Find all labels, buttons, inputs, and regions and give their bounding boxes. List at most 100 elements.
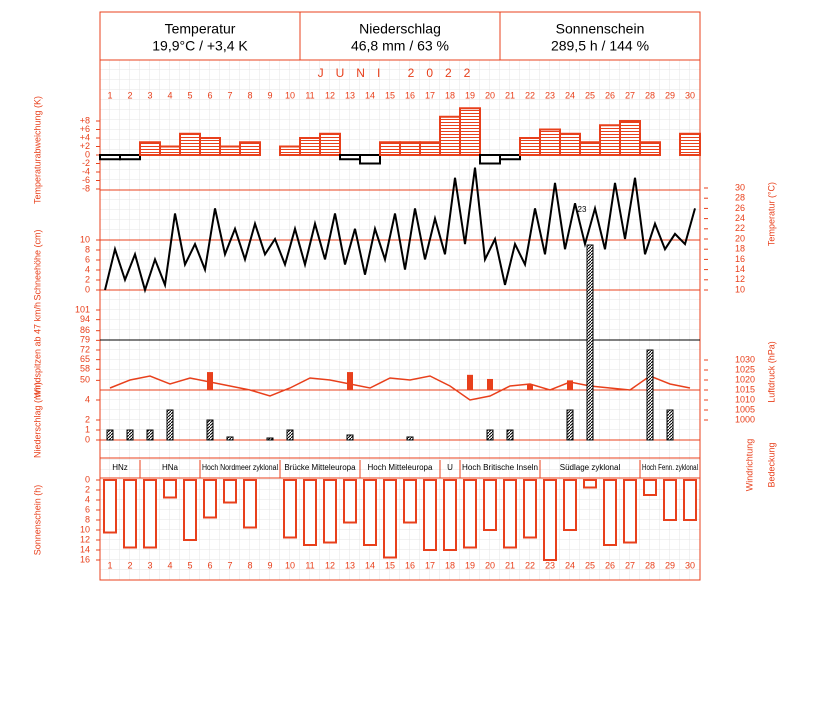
tick-label: 18 bbox=[735, 244, 745, 254]
deviation-bar bbox=[179, 132, 201, 156]
precip-bar bbox=[166, 409, 174, 441]
header-value: 289,5 h / 144 % bbox=[551, 38, 649, 54]
tick-label: +6 bbox=[80, 124, 90, 134]
deviation-bar bbox=[559, 132, 581, 156]
day-label: 17 bbox=[425, 560, 435, 570]
weather-type: HNa bbox=[162, 463, 179, 472]
tick-label: 65 bbox=[80, 354, 90, 364]
tick-label: 12 bbox=[735, 274, 745, 284]
deviation-bar bbox=[339, 154, 361, 161]
tick-label: 72 bbox=[80, 344, 90, 354]
sunshine-bar bbox=[523, 479, 537, 539]
sunshine-bar bbox=[503, 479, 517, 549]
day-label: 3 bbox=[147, 90, 152, 100]
deviation-bar bbox=[439, 115, 461, 156]
tick-label: 4 bbox=[85, 394, 90, 404]
tick-label: 94 bbox=[80, 314, 90, 324]
deviation-bar bbox=[399, 141, 421, 156]
tick-label: 0 bbox=[85, 284, 90, 294]
day-label: 21 bbox=[505, 90, 515, 100]
precip-bar bbox=[266, 437, 274, 441]
sunshine-bar bbox=[143, 479, 157, 549]
tick-label: 14 bbox=[735, 264, 745, 274]
sunshine-bar bbox=[183, 479, 197, 541]
day-label: 16 bbox=[405, 90, 415, 100]
day-label: 19 bbox=[465, 560, 475, 570]
deviation-bar bbox=[599, 124, 621, 156]
frame bbox=[99, 11, 701, 581]
day-label: 3 bbox=[147, 560, 152, 570]
day-label: 27 bbox=[625, 90, 635, 100]
sunshine-bar bbox=[123, 479, 137, 549]
precip-bar bbox=[486, 429, 494, 441]
axis-label: Luftdruck (hPa) bbox=[766, 341, 776, 403]
tick-label: 2 bbox=[85, 414, 90, 424]
sunshine-bar bbox=[403, 479, 417, 524]
deviation-bar bbox=[119, 154, 141, 161]
deviation-bar bbox=[99, 154, 121, 161]
day-label: 18 bbox=[445, 90, 455, 100]
day-label: 10 bbox=[285, 90, 295, 100]
axis-label: Windspitzen ab 47 km/h bbox=[32, 302, 42, 398]
day-label: 1 bbox=[107, 90, 112, 100]
tick-label: -2 bbox=[82, 158, 90, 168]
day-label: 10 bbox=[285, 560, 295, 570]
tick-label: 1025 bbox=[735, 364, 755, 374]
day-label: 21 bbox=[505, 560, 515, 570]
day-label: 29 bbox=[665, 90, 675, 100]
day-label: 5 bbox=[187, 90, 192, 100]
tick-label: 6 bbox=[85, 504, 90, 514]
right-axis-label: Windrichtung bbox=[744, 439, 754, 492]
header-title: Temperatur bbox=[165, 21, 236, 37]
day-label: 19 bbox=[465, 90, 475, 100]
day-label: 18 bbox=[445, 560, 455, 570]
sunshine-bar bbox=[543, 479, 557, 561]
tick-label: 2 bbox=[85, 274, 90, 284]
tick-label: 8 bbox=[85, 244, 90, 254]
tick-label: 50 bbox=[80, 375, 90, 385]
tick-label: 8 bbox=[85, 514, 90, 524]
sunshine-bar bbox=[223, 479, 237, 504]
sunshine-bar bbox=[203, 479, 217, 519]
sunshine-bar bbox=[603, 479, 617, 546]
month: JUNI 2022 bbox=[318, 66, 483, 80]
tick-label: 1030 bbox=[735, 354, 755, 364]
day-label: 11 bbox=[305, 90, 314, 100]
tick-label: 24 bbox=[735, 213, 745, 223]
tick-label: 10 bbox=[735, 284, 745, 294]
tick-label: 16 bbox=[80, 554, 90, 564]
deviation-bar bbox=[159, 145, 181, 156]
day-label: 24 bbox=[565, 560, 575, 570]
sunshine-bar bbox=[643, 479, 657, 496]
precip-bar bbox=[346, 434, 354, 441]
annotation: 23 bbox=[578, 205, 587, 214]
day-label: 16 bbox=[405, 560, 415, 570]
sunshine-bar bbox=[343, 479, 357, 524]
deviation-bar bbox=[459, 107, 481, 156]
day-label: 15 bbox=[385, 560, 395, 570]
deviation-bar bbox=[419, 141, 441, 156]
tick-label: 14 bbox=[80, 544, 90, 554]
sunshine-bar bbox=[303, 479, 317, 546]
tick-label: +4 bbox=[80, 132, 90, 142]
weather-type: Brücke Mitteleuropa bbox=[284, 463, 356, 472]
sunshine-bar bbox=[563, 479, 577, 531]
sunshine-bar bbox=[243, 479, 257, 529]
deviation-bar bbox=[199, 137, 221, 156]
day-label: 2 bbox=[127, 560, 132, 570]
tick-label: 6 bbox=[85, 254, 90, 264]
day-label: 8 bbox=[247, 90, 252, 100]
deviation-bar bbox=[579, 141, 601, 156]
sunshine-bar bbox=[163, 479, 177, 499]
sunshine-bar bbox=[323, 479, 337, 544]
sunshine-bar bbox=[623, 479, 637, 544]
precip-bar bbox=[106, 429, 114, 441]
tick-label: 16 bbox=[735, 254, 745, 264]
sunshine-bar bbox=[483, 479, 497, 531]
day-label: 15 bbox=[385, 90, 395, 100]
day-label: 4 bbox=[167, 560, 172, 570]
header-value: 19,9°C / +3,4 K bbox=[152, 38, 248, 54]
day-label: 29 bbox=[665, 560, 675, 570]
sunshine-bar bbox=[443, 479, 457, 551]
tick-label: 0 bbox=[85, 149, 90, 159]
